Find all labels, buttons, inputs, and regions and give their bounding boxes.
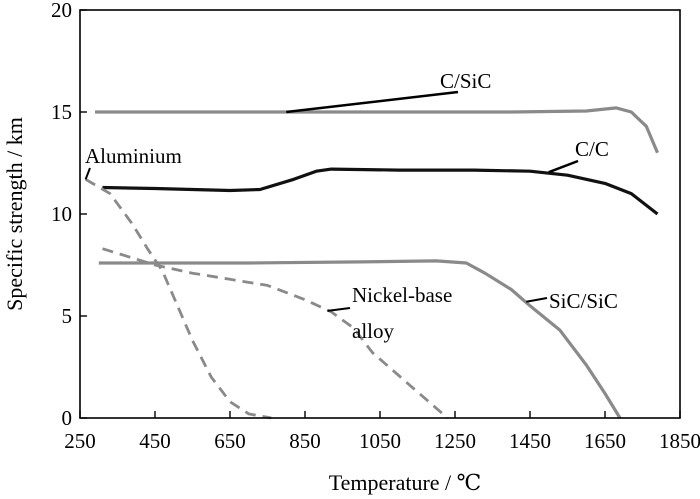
y-axis-title: Specific strength / km <box>2 117 27 311</box>
series-line-c-c <box>102 167 659 216</box>
series-line-nickel-base-alloy <box>102 247 449 420</box>
x-tick-label-450: 450 <box>139 429 171 453</box>
leader-c-sic <box>286 90 459 114</box>
annotation-alloy: alloy <box>352 319 394 343</box>
x-tick-label-1850: 1850 <box>659 429 700 453</box>
leader-aluminium <box>84 167 91 180</box>
leader-nickel-base-alloy <box>327 307 351 312</box>
x-axis-title: Temperature / ℃ <box>329 470 482 495</box>
axis-ticks: 250 450 650 850 1050 1250 1450 1650 1850 0 5 10 15 20 <box>51 0 700 453</box>
x-tick-label-1450: 1450 <box>509 429 551 453</box>
leader-c-c <box>548 159 579 174</box>
x-tick-label-250: 250 <box>64 429 96 453</box>
annotation-sic-sic: SiC/SiC <box>549 289 618 313</box>
y-tick-label-20: 20 <box>51 0 72 22</box>
y-tick-label-15: 15 <box>51 100 72 124</box>
x-tick-label-1050: 1050 <box>359 429 401 453</box>
series-line-c-sic <box>95 106 659 154</box>
y-tick-label-5: 5 <box>62 304 73 328</box>
y-tick-label-0: 0 <box>62 406 73 430</box>
x-tick-label-1650: 1650 <box>584 429 626 453</box>
x-tick-label-850: 850 <box>289 429 321 453</box>
annotation-c-c: C/C <box>575 137 609 161</box>
annotation-aluminium: Aluminium <box>85 144 182 168</box>
series-layer <box>84 106 659 420</box>
series-line-sic-sic <box>98 259 622 419</box>
plot-frame <box>79 9 681 419</box>
leader-lines <box>84 90 579 312</box>
x-tick-label-650: 650 <box>214 429 246 453</box>
annotation-nickel-base: Nickel-base <box>352 283 452 307</box>
x-tick-label-1250: 1250 <box>434 429 476 453</box>
leader-sic-sic <box>526 297 548 303</box>
annotation-c-sic: C/SiC <box>440 69 491 93</box>
y-tick-label-10: 10 <box>51 202 72 226</box>
series-line-aluminium <box>84 178 272 420</box>
